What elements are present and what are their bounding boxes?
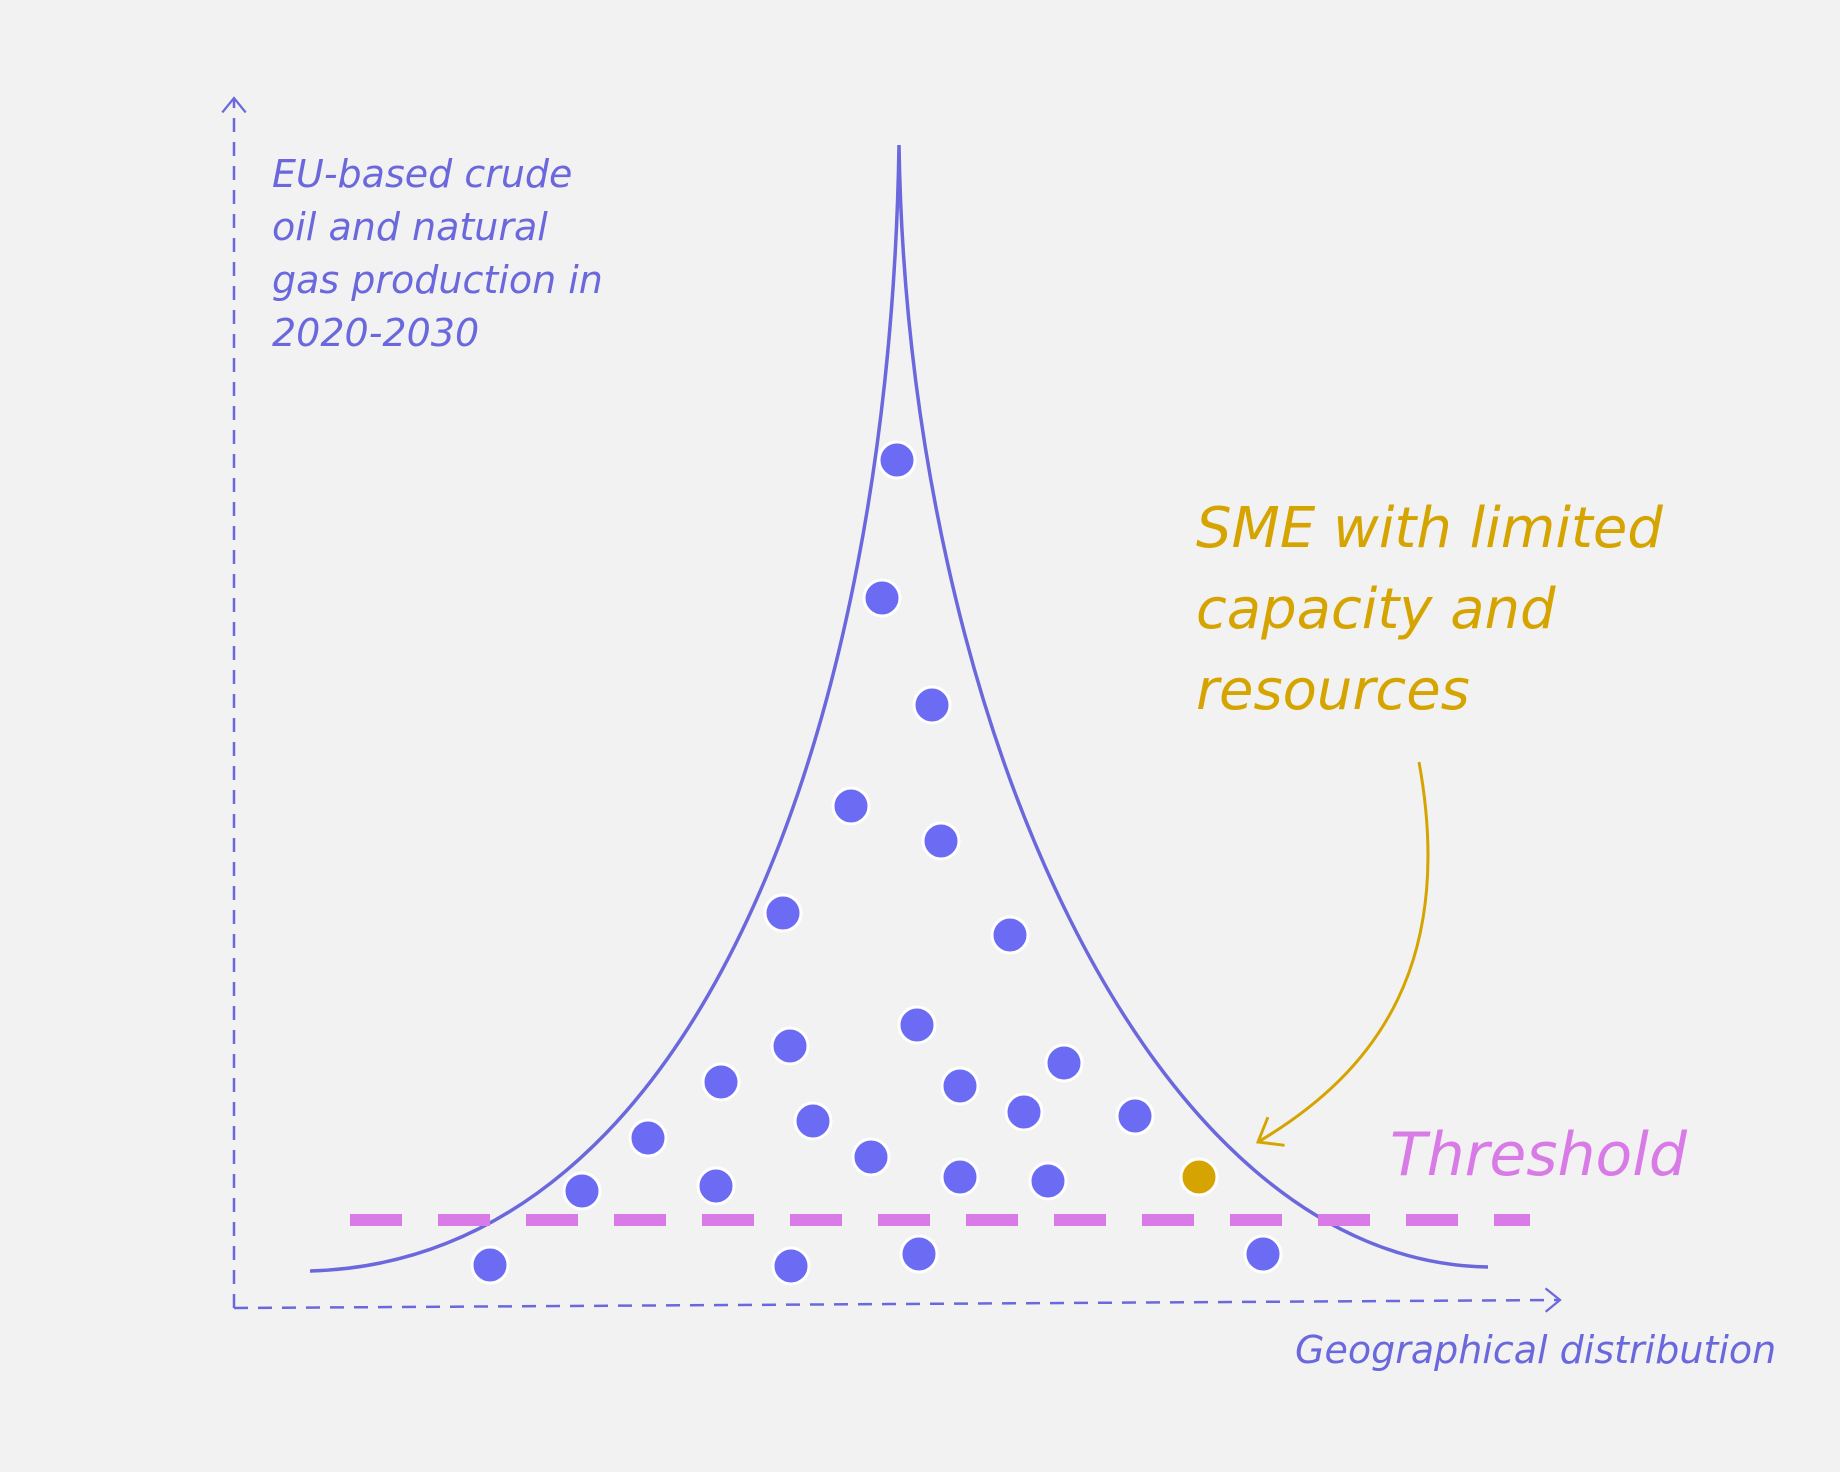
- company-dot: [562, 1171, 602, 1211]
- company-dot: [770, 1026, 810, 1066]
- company-dot: [793, 1101, 833, 1141]
- company-dot: [940, 1157, 980, 1197]
- sme-annotation-line: resources: [1196, 658, 1470, 723]
- company-dot: [1115, 1096, 1155, 1136]
- company-dot: [771, 1246, 811, 1286]
- company-dot: [628, 1118, 668, 1158]
- x-axis-label: Geographical distribution: [1295, 1328, 1777, 1372]
- company-dot: [990, 915, 1030, 955]
- company-dot: [470, 1245, 510, 1285]
- y-axis-label-line: gas production in: [272, 258, 603, 302]
- sme-arrow: [1255, 761, 1430, 1147]
- company-dots: [470, 440, 1283, 1286]
- company-dot: [701, 1062, 741, 1102]
- company-dot: [696, 1166, 736, 1206]
- company-dot: [851, 1137, 891, 1177]
- company-dot: [763, 893, 803, 933]
- sme-annotation-line: SME with limited: [1196, 496, 1663, 561]
- sme-dot: [1179, 1157, 1219, 1197]
- company-dot: [862, 578, 902, 618]
- sme-annotation-line: capacity and: [1196, 577, 1556, 642]
- company-dot: [899, 1234, 939, 1274]
- company-dot: [1028, 1161, 1068, 1201]
- threshold-label: Threshold: [1390, 1120, 1688, 1190]
- company-dot: [877, 440, 917, 480]
- sme-annotation: SME with limited capacity and resources: [1196, 488, 1663, 731]
- y-axis-label: EU-based crude oil and natural gas produ…: [272, 148, 632, 360]
- x-axis: [233, 1287, 1562, 1313]
- company-dot: [1004, 1092, 1044, 1132]
- company-dot: [912, 685, 952, 725]
- company-dot: [831, 786, 871, 826]
- y-axis-label-line: 2020-2030: [272, 311, 480, 355]
- company-dot: [921, 821, 961, 861]
- company-dot: [1243, 1234, 1283, 1274]
- y-axis-label-line: EU-based crude: [272, 152, 573, 196]
- company-dot: [940, 1066, 980, 1106]
- y-axis-label-line: oil and natural: [272, 205, 548, 249]
- company-dot: [1044, 1043, 1084, 1083]
- distribution-curve: [309, 144, 1489, 1273]
- company-dot: [897, 1005, 937, 1045]
